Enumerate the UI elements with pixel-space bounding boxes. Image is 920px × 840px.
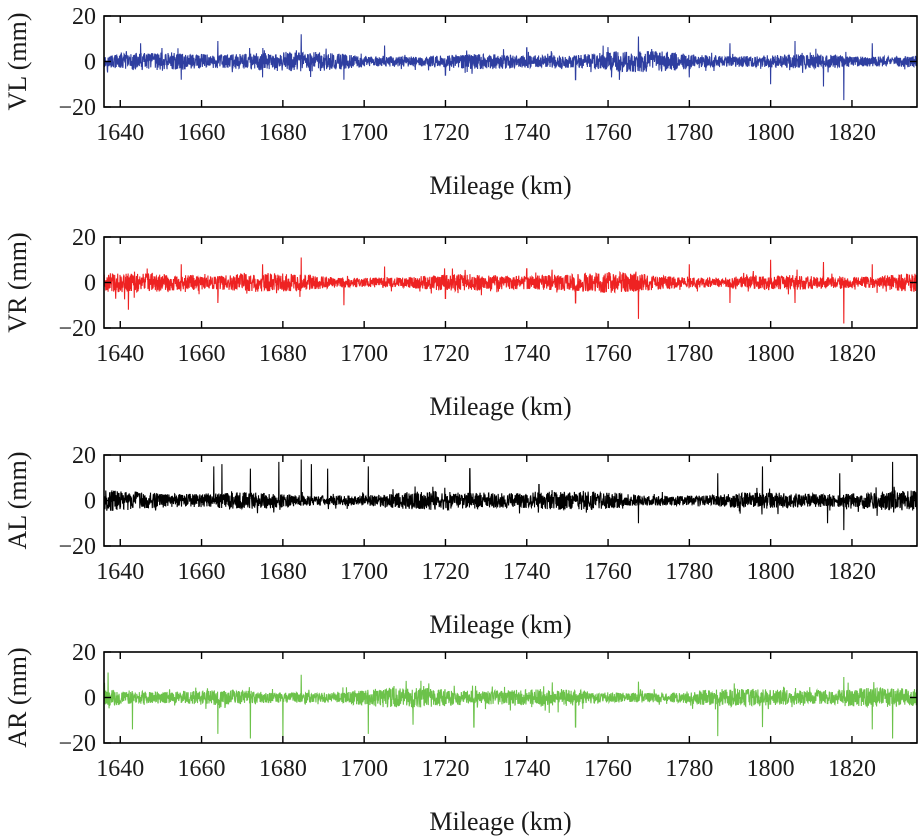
chart-panel-3: 1640 1660 1680 1700 1720 1740 1760 1780 1800 1820… — [3, 443, 918, 639]
x-tick-label: 1660 — [178, 341, 226, 367]
y-axis-label: AL (mm) — [3, 452, 32, 550]
x-tick-label: 1760 — [584, 756, 632, 782]
x-tick-label: 1820 — [828, 559, 876, 585]
x-tick-label: 1800 — [747, 341, 795, 367]
x-tick-label: 1780 — [665, 120, 713, 146]
x-tick-label: 1760 — [584, 120, 632, 146]
x-tick-label: 1780 — [665, 756, 713, 782]
y-axis-label: VL (mm) — [3, 13, 32, 111]
chart-panel-4: 1640 1660 1680 1700 1720 1740 1760 1780 1800 1820… — [3, 640, 918, 836]
x-tick-label: 1740 — [503, 120, 551, 146]
chart-panel-2: 1640 1660 1680 1700 1720 1740 1760 1780 1800 1820… — [3, 225, 918, 421]
y-tick-label: 0 — [84, 489, 96, 515]
x-tick-label: 1780 — [665, 559, 713, 585]
x-tick-label: 1760 — [584, 559, 632, 585]
y-axis-label: VR (mm) — [3, 232, 32, 332]
x-tick-label: 1700 — [340, 120, 388, 146]
x-tick-label: 1800 — [747, 756, 795, 782]
y-tick-label: 0 — [84, 271, 96, 297]
y-tick-label: 20 — [72, 4, 96, 30]
x-tick-label: 1700 — [340, 341, 388, 367]
y-tick-label: 0 — [84, 686, 96, 712]
x-tick-label: 1640 — [96, 559, 144, 585]
y-tick-label: 20 — [72, 225, 96, 251]
y-tick-label: −20 — [58, 534, 96, 560]
x-tick-label: 1820 — [828, 120, 876, 146]
y-tick-label: −20 — [58, 316, 96, 342]
y-tick-label: 20 — [72, 640, 96, 666]
x-tick-label: 1720 — [421, 120, 469, 146]
x-tick-label: 1660 — [178, 559, 226, 585]
x-tick-label: 1700 — [340, 559, 388, 585]
x-tick-label: 1780 — [665, 341, 713, 367]
x-axis-label: Mileage (km) — [429, 171, 571, 200]
y-axis-label: AR (mm) — [3, 647, 32, 747]
x-axis-label: Mileage (km) — [429, 807, 571, 836]
x-axis-label: Mileage (km) — [429, 392, 571, 421]
x-tick-label: 1740 — [503, 341, 551, 367]
series-line-ar — [104, 672, 917, 739]
x-tick-label: 1820 — [828, 756, 876, 782]
x-tick-label: 1640 — [96, 341, 144, 367]
x-tick-label: 1660 — [178, 120, 226, 146]
x-tick-label: 1720 — [421, 559, 469, 585]
x-tick-label: 1640 — [96, 756, 144, 782]
x-tick-label: 1760 — [584, 341, 632, 367]
x-tick-label: 1680 — [259, 120, 307, 146]
x-tick-label: 1660 — [178, 756, 226, 782]
y-tick-label: −20 — [58, 731, 96, 757]
x-tick-label: 1740 — [503, 559, 551, 585]
x-tick-label: 1680 — [259, 341, 307, 367]
x-axis-label: Mileage (km) — [429, 610, 571, 639]
x-tick-label: 1720 — [421, 756, 469, 782]
x-tick-label: 1680 — [259, 559, 307, 585]
x-tick-label: 1820 — [828, 341, 876, 367]
x-tick-label: 1720 — [421, 341, 469, 367]
x-tick-label: 1700 — [340, 756, 388, 782]
x-tick-label: 1800 — [747, 120, 795, 146]
series-line-vr — [104, 257, 917, 324]
y-tick-label: 0 — [84, 50, 96, 76]
series-line-al — [104, 459, 917, 531]
chart-panel-1: 1640 1660 1680 1700 1720 1740 1760 1780 1800 1820… — [3, 4, 918, 200]
x-tick-label: 1640 — [96, 120, 144, 146]
series-line-vl — [104, 34, 917, 101]
x-tick-label: 1680 — [259, 756, 307, 782]
y-tick-label: −20 — [58, 95, 96, 121]
x-tick-label: 1800 — [747, 559, 795, 585]
x-tick-label: 1740 — [503, 756, 551, 782]
y-tick-label: 20 — [72, 443, 96, 469]
